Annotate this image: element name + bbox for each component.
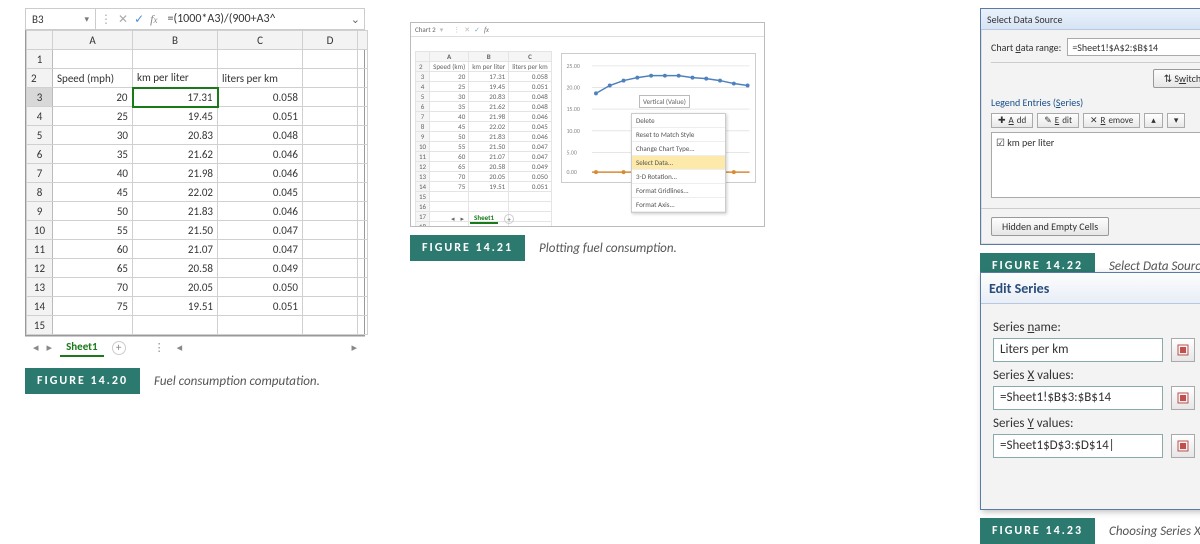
- add-sheet-button[interactable]: +: [112, 341, 126, 355]
- chart-axis-callout: Vertical (Value): [639, 95, 690, 108]
- legend-listbox[interactable]: ☑ km per liter: [991, 132, 1200, 198]
- svg-text:20.00: 20.00: [566, 83, 579, 91]
- mini-spreadsheet-chart: Chart 2 ▾⋮ ✕✓ fx ABC2Speed (km)km per li…: [410, 22, 765, 227]
- caption-text: Plotting fuel consumption.: [525, 241, 677, 256]
- mini-formula-bar: Chart 2 ▾⋮ ✕✓ fx: [411, 23, 764, 37]
- name-box[interactable]: B3: [26, 9, 96, 29]
- figure-14-23: Edit Series ? ✕ Series name: Liters per …: [980, 272, 1200, 544]
- figure-14-20: B3 ⋮ ✕ ✓ fx =(1000*A3)/(900+A3^ ⌄ ABCD12…: [25, 8, 365, 394]
- hidden-empty-cells-button[interactable]: Hidden and Empty Cells: [991, 217, 1109, 236]
- edit-series-dialog: Edit Series ? ✕ Series name: Liters per …: [980, 272, 1200, 510]
- name-box-value: B3: [32, 13, 44, 26]
- dialog-titlebar: Select Data Source ? ✕: [981, 9, 1200, 30]
- dialog-title: Edit Series: [989, 280, 1200, 297]
- figure-caption: FIGURE 14.20 Fuel consumption computatio…: [25, 368, 365, 394]
- series-y-label: Series Y values:: [993, 416, 1200, 431]
- chart-context-menu[interactable]: DeleteReset to Match StyleChange Chart T…: [631, 113, 726, 213]
- series-name-label: Series name:: [993, 320, 1200, 335]
- cancel-icon[interactable]: ✕: [118, 12, 128, 27]
- add-series-button[interactable]: ✚ Add: [991, 113, 1033, 128]
- select-data-source-dialog: Select Data Source ? ✕ Chart data range:…: [980, 8, 1200, 245]
- caption-text: Choosing Series X and Y values.: [1095, 524, 1200, 539]
- mini-sheet-tab[interactable]: Sheet1: [470, 213, 498, 224]
- range-picker-icon[interactable]: [1171, 434, 1195, 458]
- spreadsheet-grid: ABCD12Speed (mph)km per literliters per …: [25, 30, 365, 336]
- svg-text:10.00: 10.00: [566, 127, 579, 135]
- dialog-title: Select Data Source: [987, 13, 1200, 26]
- tab-nav-next-icon[interactable]: ▸: [47, 341, 53, 354]
- mini-name-box[interactable]: Chart 2: [415, 25, 436, 34]
- svg-text:25.00: 25.00: [566, 62, 579, 70]
- formula-area: ⋮ ✕ ✓ fx =(1000*A3)/(900+A3^: [96, 12, 280, 27]
- formula-text[interactable]: =(1000*A3)/(900+A3^: [163, 12, 275, 26]
- svg-text:15.00: 15.00: [566, 105, 579, 113]
- caption-label: FIGURE 14.21: [410, 235, 525, 261]
- figure-14-21: Chart 2 ▾⋮ ✕✓ fx ABC2Speed (km)km per li…: [410, 22, 765, 261]
- edit-series-button[interactable]: ✎ Edit: [1037, 113, 1079, 128]
- move-up-button[interactable]: ▴: [1144, 113, 1163, 128]
- formula-bar: B3 ⋮ ✕ ✓ fx =(1000*A3)/(900+A3^ ⌄: [25, 8, 365, 30]
- caption-text: Fuel consumption computation.: [140, 374, 320, 389]
- enter-icon[interactable]: ✓: [134, 12, 144, 27]
- formula-sep-icon: ⋮: [100, 12, 112, 27]
- svg-text:5.00: 5.00: [566, 148, 576, 156]
- data-range-label: Chart data range:: [991, 41, 1061, 54]
- series-y-input[interactable]: =Sheet1$D$3:$D$14|: [993, 434, 1163, 458]
- data-range-input[interactable]: =Sheet1!$A$2:$B$14: [1067, 38, 1200, 56]
- series-x-label: Series X values:: [993, 368, 1200, 383]
- remove-series-button[interactable]: ✕ Remove: [1083, 113, 1140, 128]
- figure-14-22: Select Data Source ? ✕ Chart data range:…: [980, 8, 1200, 279]
- mini-sheet-tabs: ◂▸ Sheet1 +: [451, 213, 514, 224]
- tab-scroll-right-icon[interactable]: ▸: [351, 341, 357, 354]
- series-name-input[interactable]: Liters per km: [993, 338, 1163, 362]
- tab-scroll-left-icon[interactable]: ◂: [177, 341, 183, 354]
- sheet-tab-active[interactable]: Sheet1: [60, 338, 104, 357]
- svg-text:0.00: 0.00: [566, 168, 576, 176]
- range-picker-icon[interactable]: [1171, 338, 1195, 362]
- legend-entries-header: Legend Entries (Series): [991, 96, 1200, 109]
- tab-nav-prev-icon[interactable]: ◂: [33, 341, 39, 354]
- tab-nav-sep-icon: ⋮: [154, 341, 165, 354]
- range-picker-icon[interactable]: [1171, 386, 1195, 410]
- figure-caption: FIGURE 14.23 Choosing Series X and Y val…: [980, 518, 1200, 544]
- figure-caption: FIGURE 14.21 Plotting fuel consumption.: [410, 235, 765, 261]
- caption-label: FIGURE 14.20: [25, 368, 140, 394]
- series-x-input[interactable]: =Sheet1!$B$3:$B$14: [993, 386, 1163, 410]
- move-down-button[interactable]: ▾: [1167, 113, 1186, 128]
- formula-expand-icon[interactable]: ⌄: [347, 13, 364, 26]
- fx-icon[interactable]: fx: [150, 12, 157, 27]
- caption-label: FIGURE 14.23: [980, 518, 1095, 544]
- switch-row-column-button[interactable]: ⇅ Switch Row/Column: [1153, 69, 1200, 88]
- sheet-tabs: ◂ ▸ Sheet1 + ⋮ ◂ ▸: [25, 336, 365, 358]
